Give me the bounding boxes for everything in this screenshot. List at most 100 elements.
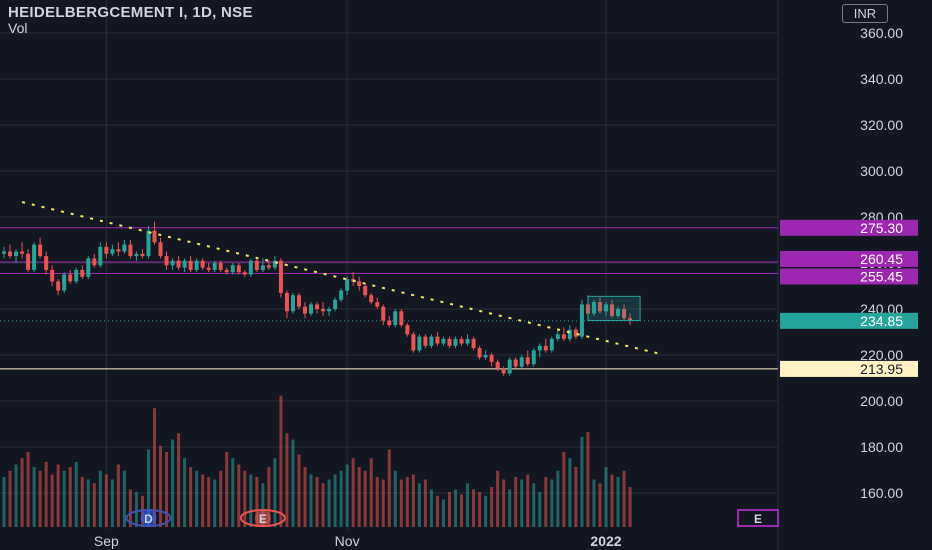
candle-body [531, 350, 536, 365]
x-tick-label: 2022 [590, 533, 621, 549]
volume-bar [520, 479, 524, 527]
range-rectangle [587, 295, 641, 322]
volume-bar [363, 470, 367, 527]
price-label-text: 213.95 [860, 361, 903, 377]
candle-body [158, 242, 163, 257]
event-marker-label: E [259, 512, 267, 526]
volume-bar [80, 477, 84, 527]
volume-bar [405, 477, 409, 527]
candle-body [110, 249, 115, 254]
candle-body [453, 338, 458, 346]
volume-bar [490, 487, 494, 527]
candle-body [8, 251, 13, 257]
volume-bar [309, 474, 313, 527]
volume-bar [86, 479, 90, 527]
volume-bar [333, 474, 337, 527]
volume-bar [628, 487, 632, 527]
volume-bar [568, 458, 572, 527]
candle-body [68, 274, 73, 282]
volume-bar [32, 467, 36, 527]
volume-bar [339, 470, 343, 527]
candle-body [290, 295, 295, 312]
event-marker-e: E [737, 509, 779, 527]
volume-bar [207, 477, 211, 527]
candle-body [501, 368, 506, 374]
volume-bar [496, 470, 500, 527]
candle-body [363, 286, 368, 296]
volume-bar [466, 483, 470, 527]
volume-bar [153, 408, 156, 527]
volume-bar [303, 467, 307, 527]
candle-body [309, 304, 314, 314]
candle-body [248, 260, 253, 275]
y-tick-label: 180.00 [860, 439, 903, 455]
volume-bar [243, 470, 247, 527]
candle-body [495, 361, 500, 369]
candle-body [393, 311, 398, 326]
candle-body [369, 295, 374, 303]
price-label-current [780, 312, 918, 329]
candle-body [128, 244, 133, 257]
volume-bar [231, 458, 235, 527]
volume-bar [20, 458, 24, 527]
candle-body [56, 281, 61, 291]
candle-body [266, 265, 271, 268]
candle-body [579, 304, 584, 337]
x-tick-label: Nov [335, 533, 360, 549]
volume-bar [140, 495, 144, 527]
candle-body [519, 357, 524, 367]
volume-bar [351, 458, 355, 527]
candle-body [339, 290, 344, 300]
price-label-text: 260.45 [860, 251, 903, 267]
volume-bar [592, 479, 596, 527]
price-label-support [780, 360, 918, 377]
volume-bar [580, 437, 584, 527]
candle-body [597, 302, 602, 312]
candle-body [170, 260, 175, 266]
candle-body [92, 258, 97, 266]
candle-body [622, 309, 627, 319]
currency-selector[interactable]: INR [842, 4, 888, 23]
volume-bar [381, 479, 385, 527]
candle-body [405, 325, 410, 335]
volume-bar [68, 467, 72, 527]
candle-body [537, 345, 542, 351]
volume-bar [273, 458, 277, 527]
volume-bar [502, 479, 506, 527]
candle-body [62, 274, 67, 291]
candle-body [345, 279, 350, 291]
volume-bar [327, 479, 331, 527]
volume-bar [56, 464, 60, 527]
event-marker-e: E [239, 509, 286, 527]
y-tick-label: 200.00 [860, 393, 903, 409]
candle-body [459, 338, 464, 344]
candle-body [465, 338, 470, 344]
candle-body [104, 246, 109, 254]
candle-body [507, 359, 512, 374]
event-marker-label: D [144, 512, 153, 526]
volume-bar [267, 467, 271, 527]
volume-bar [195, 470, 199, 527]
volume-bar [610, 474, 614, 527]
candle-body [44, 256, 49, 270]
candle-body [164, 256, 169, 266]
y-tick-label: 360.00 [860, 25, 903, 41]
volume-bar [128, 489, 132, 527]
candle-body [218, 263, 223, 270]
volume-bar [460, 494, 464, 527]
y-tick-label: 160.00 [860, 485, 903, 501]
candle-body [573, 329, 578, 337]
candle-body [296, 295, 301, 307]
candle-body [188, 260, 193, 270]
volume-bar [315, 477, 319, 527]
dividend-marker-dot [140, 510, 157, 526]
candle-body [74, 269, 79, 282]
candle-body [628, 318, 633, 321]
volume-bar [261, 483, 265, 527]
volume-bar [62, 470, 66, 527]
volume-bar [556, 470, 560, 527]
volume-bar [526, 474, 530, 527]
volume-bar [375, 477, 379, 527]
volume-bar [297, 454, 301, 527]
